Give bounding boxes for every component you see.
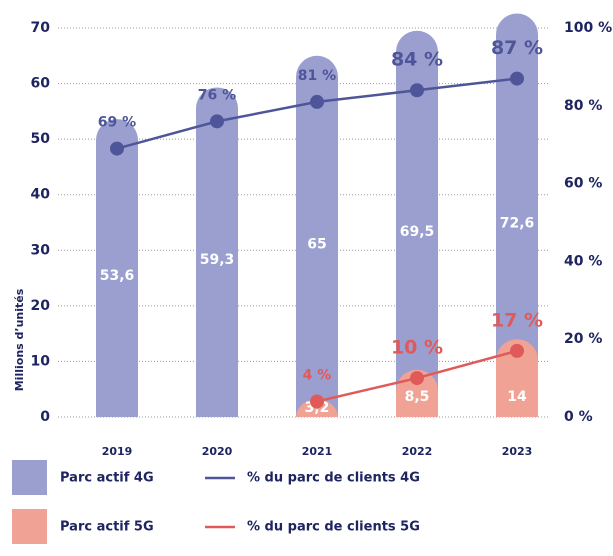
- bar-value-label: 8,5: [405, 389, 430, 405]
- bar-value-label: 72,6: [500, 215, 535, 231]
- y2-tick-label: 100 %: [564, 20, 612, 36]
- point: [510, 71, 524, 86]
- point: [310, 94, 324, 109]
- bar: [496, 13, 538, 418]
- point: [410, 371, 424, 386]
- y-tick-label: 0: [40, 409, 50, 425]
- bar: [296, 55, 338, 418]
- line-value-label: 87 %: [491, 37, 543, 59]
- y-axis-label: Millions d’unités: [13, 288, 26, 391]
- point: [410, 83, 424, 98]
- legend-swatch: [12, 509, 47, 544]
- y-tick-label: 10: [31, 353, 51, 369]
- y2-tick-label: 60 %: [564, 176, 602, 192]
- legend-swatch: [12, 460, 47, 495]
- bar-value-label: 53,6: [100, 268, 135, 284]
- legend-label: % du parc de clients 4G: [247, 471, 420, 486]
- line-value-label: 69 %: [98, 115, 136, 131]
- point: [310, 394, 324, 409]
- bar-value-label: 14: [507, 389, 527, 405]
- line-value-label: 76 %: [198, 87, 236, 103]
- y2-tick-label: 80 %: [564, 98, 602, 114]
- bar-value-label: 65: [307, 236, 326, 252]
- y2-tick-label: 20 %: [564, 331, 602, 347]
- legend-label: Parc actif 5G: [60, 520, 154, 535]
- point: [210, 114, 224, 129]
- line-value-label: 10 %: [391, 337, 443, 359]
- x-tick-label: 2022: [402, 445, 433, 458]
- y-tick-label: 30: [31, 242, 51, 258]
- bar: [196, 87, 238, 417]
- y-tick-label: 70: [31, 20, 51, 36]
- bar-value-label: 59,3: [200, 252, 235, 268]
- x-tick-label: 2021: [302, 445, 333, 458]
- line-value-label: 84 %: [391, 49, 443, 71]
- x-tick-label: 2020: [202, 445, 233, 458]
- y-tick-label: 60: [31, 76, 51, 92]
- y-tick-label: 20: [31, 298, 51, 314]
- bar: [496, 339, 538, 417]
- bar: [396, 30, 438, 418]
- point: [110, 141, 124, 156]
- y-tick-label: 50: [31, 131, 51, 147]
- legend-label: % du parc de clients 5G: [247, 520, 420, 535]
- line-value-label: 17 %: [491, 309, 543, 331]
- legend-label: Parc actif 4G: [60, 471, 154, 486]
- y2-tick-label: 40 %: [564, 253, 602, 269]
- x-tick-label: 2023: [502, 445, 533, 458]
- point: [510, 343, 524, 358]
- bar-value-label: 69,5: [400, 224, 435, 240]
- x-tick-label: 2019: [102, 445, 133, 458]
- bar: [96, 119, 138, 418]
- y2-tick-label: 0 %: [564, 409, 593, 425]
- y-tick-label: 40: [31, 187, 51, 203]
- line-value-label: 81 %: [298, 68, 336, 84]
- line-value-label: 4 %: [303, 367, 332, 383]
